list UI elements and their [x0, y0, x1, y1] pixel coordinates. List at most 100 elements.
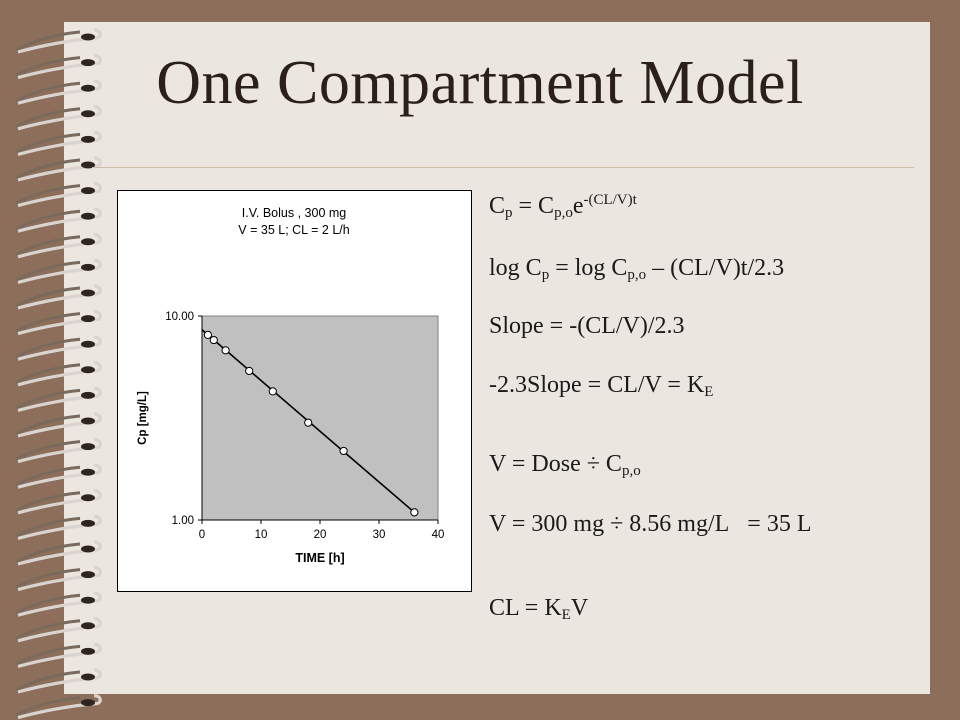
coil-front [17, 130, 102, 156]
chart-panel: I.V. Bolus , 300 mg V = 35 L; CL = 2 L/h 1… [117, 190, 472, 592]
coil-front [17, 694, 102, 720]
coil-back [15, 388, 81, 410]
coil-front [17, 617, 102, 643]
coil-back [15, 465, 81, 487]
coil-back [15, 491, 81, 513]
coil-hole [81, 135, 95, 143]
data-point [245, 366, 254, 376]
chart-subtitle: V = 35 L; CL = 2 L/h [238, 223, 349, 237]
coil-hole [81, 187, 95, 195]
coil-front [17, 514, 102, 540]
coil-back [15, 312, 81, 333]
coil-back [15, 260, 81, 282]
spiral-binding-icon [15, 28, 102, 720]
data-point [410, 508, 419, 517]
coil-front [17, 386, 102, 412]
equation-2: log Cp = log Cp,o – (CL/V)t/2.3 [489, 255, 785, 283]
coil-front [17, 668, 102, 694]
coil-front [17, 361, 102, 387]
coil-back [15, 132, 81, 154]
coil-back [15, 286, 81, 308]
coil-hole [81, 673, 95, 681]
coil-back [15, 619, 81, 641]
coil-hole [81, 519, 95, 527]
slide-title: One Compartment Model [156, 49, 804, 117]
coil-front [17, 438, 102, 464]
coil-hole [81, 84, 95, 92]
coil-hole [81, 110, 95, 118]
data-point [339, 446, 348, 456]
coil-back [15, 696, 81, 717]
coil-hole [81, 443, 95, 451]
coil-hole [81, 263, 95, 271]
equation-7: CL = KEV [489, 595, 589, 623]
x-tick-label: 20 [314, 529, 327, 541]
coil-back [15, 56, 81, 77]
coil-hole [81, 33, 95, 41]
coil-front [17, 182, 102, 208]
x-tick-label: 0 [199, 529, 205, 541]
data-point [209, 335, 218, 345]
x-axis-label: TIME [h] [295, 551, 344, 565]
chart: I.V. Bolus , 300 mg V = 35 L; CL = 2 L/h 1… [137, 206, 445, 565]
coil-back [15, 30, 81, 52]
coil-hole [81, 391, 95, 399]
chart-title: I.V. Bolus , 300 mg [242, 206, 347, 220]
coil-back [15, 184, 81, 205]
coil-hole [81, 468, 95, 476]
coil-hole [81, 545, 95, 553]
coil-front [17, 79, 102, 105]
equation-5: V = Dose ÷ Cp,o [489, 451, 641, 479]
coil-hole [81, 417, 95, 425]
plot-area [201, 315, 439, 521]
coil-hole [81, 289, 95, 297]
coil-back [15, 670, 81, 692]
coil-hole [81, 622, 95, 630]
x-tick-label: 30 [373, 529, 386, 541]
coil-front [17, 566, 102, 592]
coil-hole [81, 59, 95, 67]
data-point [203, 330, 213, 339]
coil-front [17, 207, 102, 233]
coil-hole [81, 571, 95, 579]
coil-front [17, 156, 102, 182]
coil-front [17, 258, 102, 284]
coil-back [15, 107, 81, 129]
coil-hole [81, 699, 95, 707]
coil-back [15, 363, 81, 385]
coil-hole [81, 494, 95, 502]
data-point [221, 346, 230, 355]
coil-front [17, 105, 102, 131]
coil-front [17, 335, 102, 361]
equation-6: V = 300 mg ÷ 8.56 mg/L = 35 L [489, 511, 812, 537]
coil-front [17, 591, 102, 617]
coil-front [17, 310, 102, 336]
coil-hole [81, 647, 95, 655]
coil-back [15, 593, 81, 615]
x-tick-label: 40 [432, 529, 445, 541]
equation-4: -2.3Slope = CL/V = KE [489, 372, 714, 400]
coil-hole [81, 212, 95, 220]
coil-back [15, 440, 81, 461]
coil-back [15, 209, 81, 231]
coil-back [15, 568, 81, 589]
coil-hole [81, 596, 95, 604]
coil-front [17, 233, 102, 259]
coil-front [17, 28, 102, 54]
y-axis-label: Cp [mg/L] [137, 391, 149, 445]
coil-front [17, 489, 102, 515]
coil-back [15, 516, 81, 538]
coil-back [15, 414, 81, 436]
coil-front [17, 412, 102, 438]
coil-back [15, 81, 81, 103]
data-point [304, 418, 313, 427]
x-tick-label: 10 [255, 529, 268, 541]
coil-back [15, 542, 81, 564]
coil-back [15, 337, 81, 359]
coil-back [15, 235, 81, 257]
coil-back [15, 158, 81, 180]
coil-hole [81, 238, 95, 246]
y-tick-label: 10.00 [165, 311, 194, 323]
coil-front [17, 463, 102, 489]
coil-front [17, 284, 102, 310]
